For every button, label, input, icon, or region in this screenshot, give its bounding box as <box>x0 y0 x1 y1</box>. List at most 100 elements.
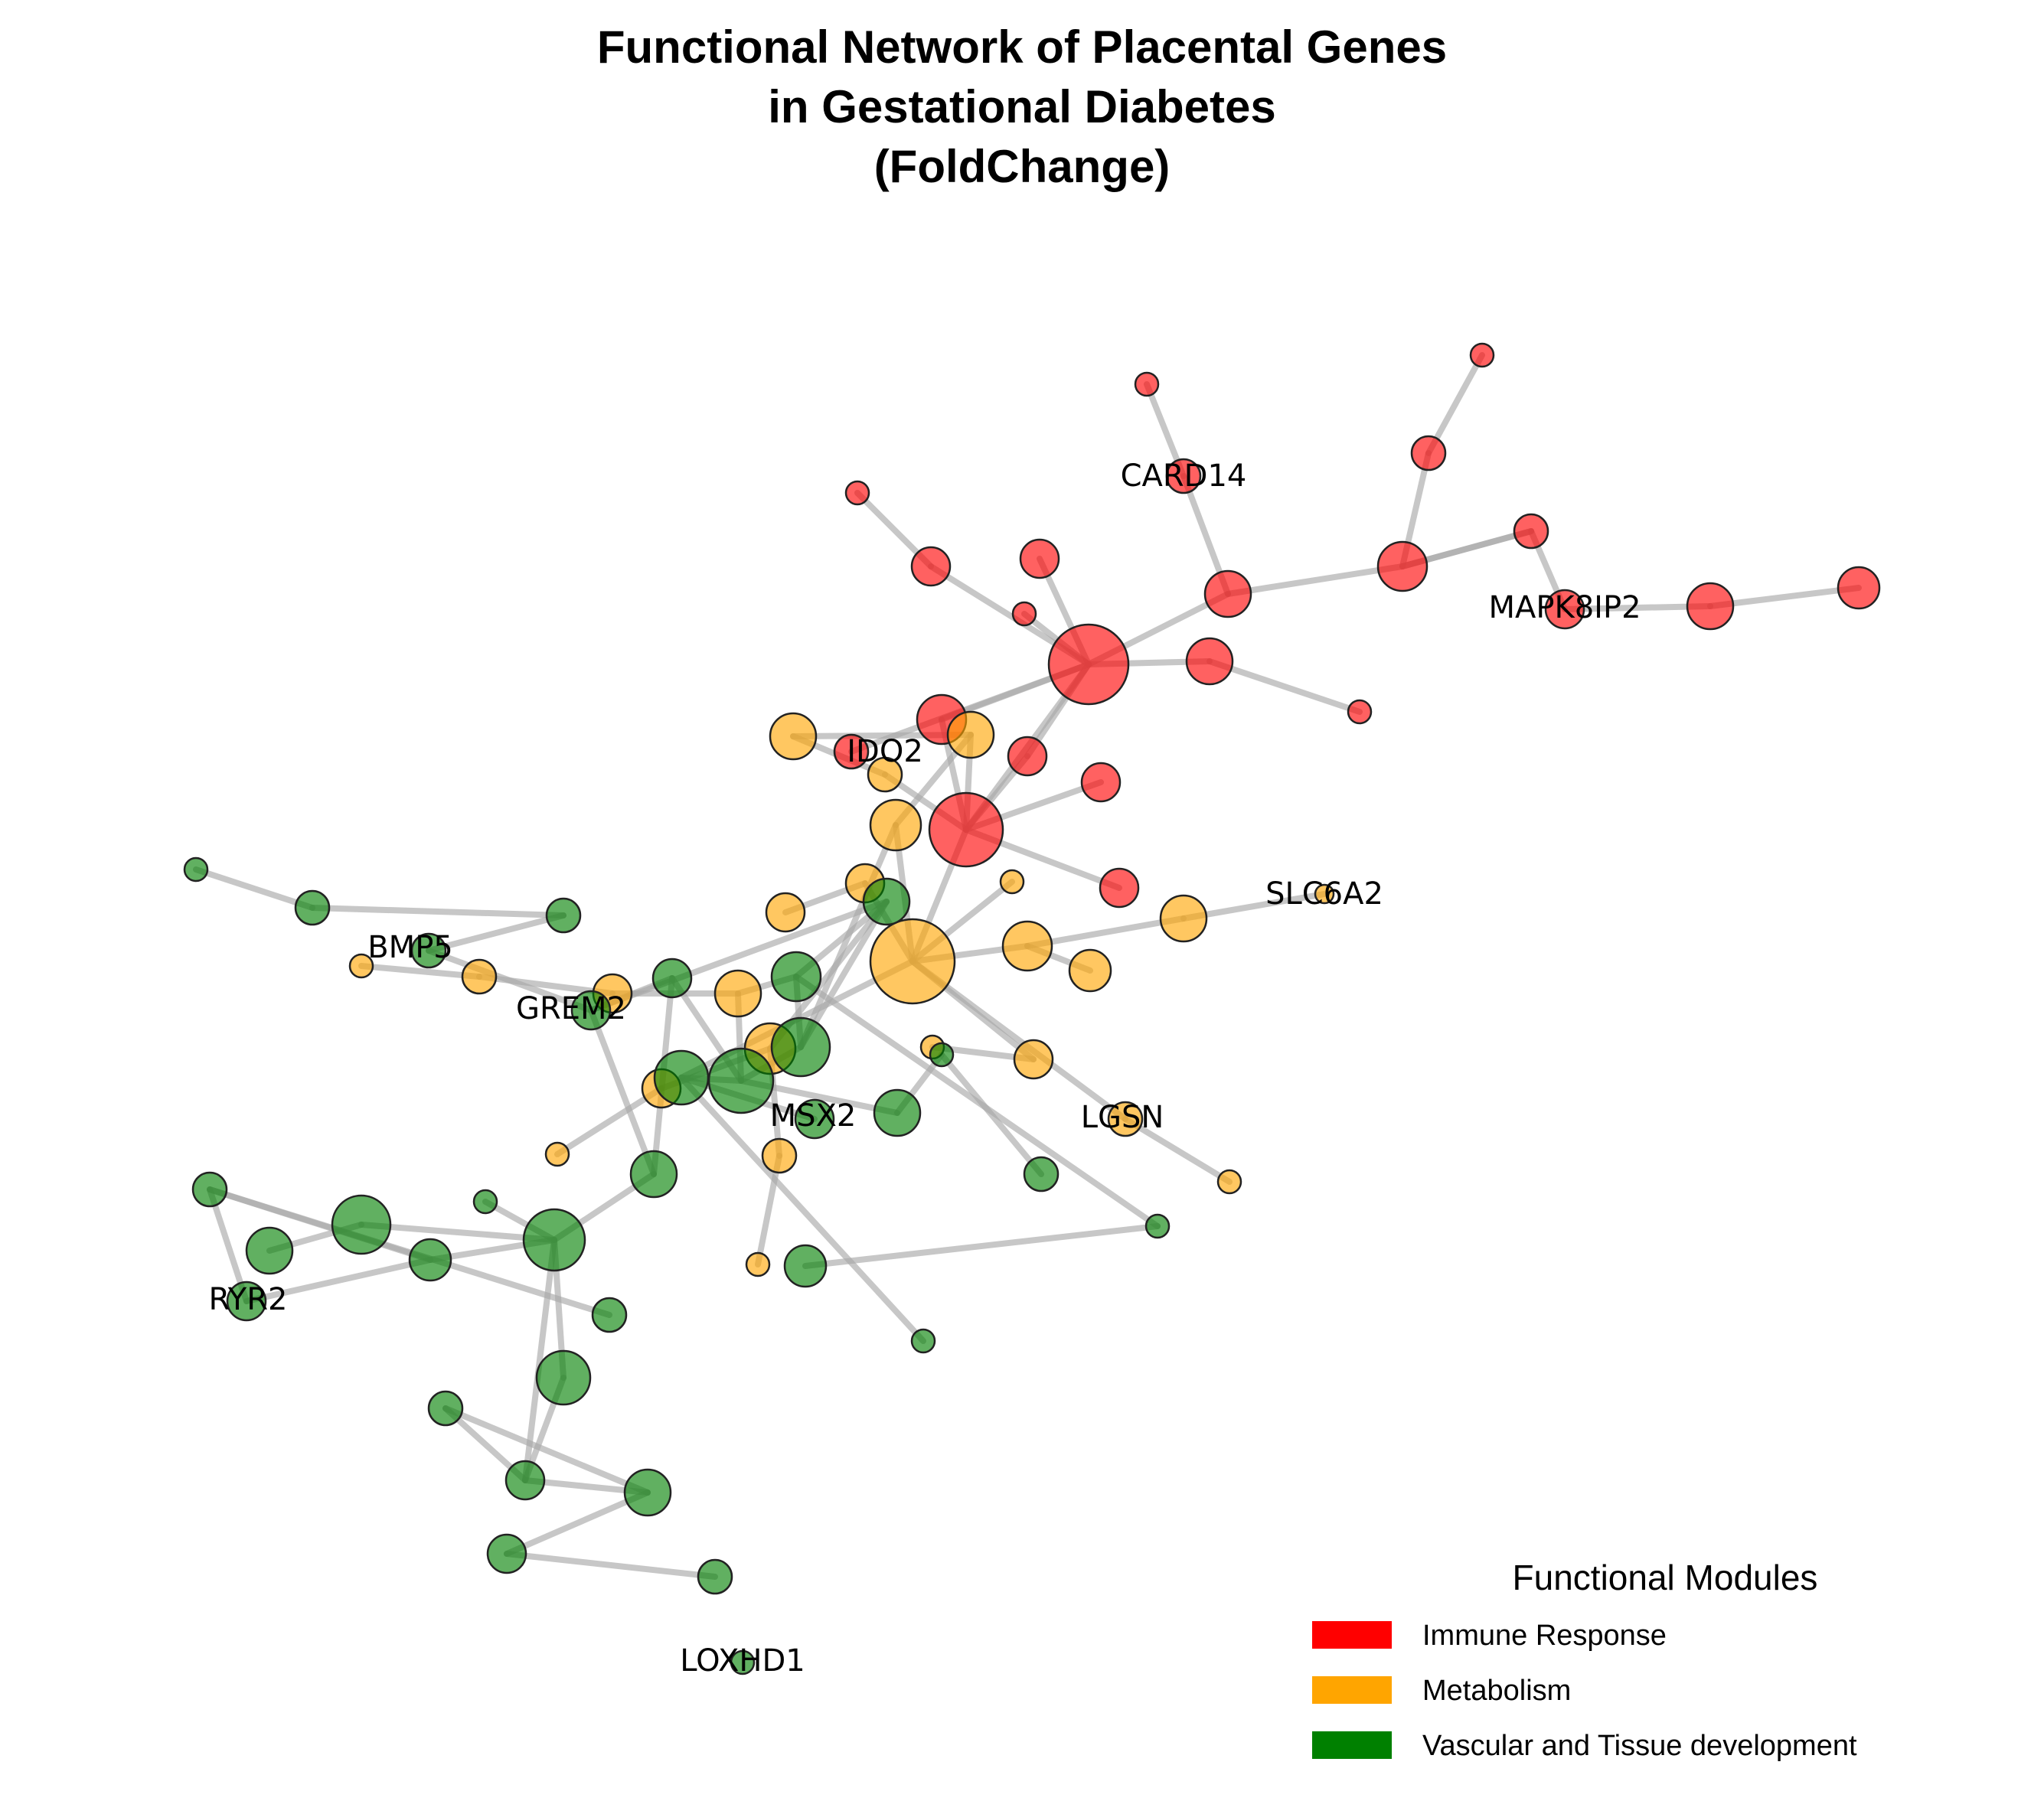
network-edge <box>755 1153 782 1268</box>
gene-node <box>570 990 612 1031</box>
gene-node <box>783 1244 828 1288</box>
gene-node <box>910 1328 936 1354</box>
gene-node <box>1544 589 1585 630</box>
gene-node <box>869 918 956 1005</box>
gene-node <box>410 932 447 969</box>
legend-swatch <box>1312 1731 1392 1759</box>
gene-node <box>1837 566 1881 610</box>
title-line-3: (FoldChange) <box>874 141 1171 192</box>
network-edge <box>793 974 1161 1229</box>
network-edge <box>1425 352 1485 456</box>
gene-node <box>629 1150 678 1199</box>
gene-node <box>1134 371 1160 397</box>
gene-node <box>1144 1213 1171 1239</box>
gene-node <box>1513 513 1549 550</box>
gene-label-loxhd1: LOXHD1 <box>680 1643 805 1679</box>
network-edge <box>193 866 315 911</box>
gene-node <box>1376 540 1429 592</box>
network-edge <box>588 1007 657 1177</box>
gene-node <box>869 798 922 852</box>
network-edge <box>426 948 594 1013</box>
gene-node <box>1068 948 1112 993</box>
gene-node <box>1216 1169 1242 1195</box>
gene-node <box>999 869 1025 895</box>
gene-node <box>761 1137 798 1174</box>
gene-label-mapk8ip2: MAPK8IP2 <box>1488 590 1641 625</box>
network-edge <box>1707 585 1862 609</box>
legend-label: Immune Response <box>1422 1620 1667 1652</box>
gene-node <box>1347 699 1373 725</box>
gene-node <box>245 1226 294 1275</box>
gene-node <box>545 897 582 934</box>
gene-node <box>651 958 693 999</box>
gene-node <box>535 1349 592 1406</box>
network-edge <box>1024 915 1187 949</box>
gene-node <box>1001 920 1053 972</box>
gene-node <box>844 480 870 506</box>
gene-node <box>1107 1101 1144 1137</box>
network-nodes <box>183 342 1881 1675</box>
network-edge <box>504 1489 651 1557</box>
legend-title: Functional Modules <box>1513 1558 1818 1597</box>
gene-label-ido2: IDO2 <box>847 734 923 769</box>
gene-node <box>427 1390 464 1427</box>
gene-node <box>1013 1039 1054 1080</box>
gene-node <box>1165 458 1202 494</box>
network-edge <box>1122 1116 1233 1185</box>
gene-node <box>191 1171 228 1208</box>
gene-label-lgsn: LGSN <box>1081 1100 1164 1135</box>
gene-node <box>408 1238 452 1282</box>
gene-node <box>946 710 995 759</box>
gene-label-ryr2: RYR2 <box>209 1282 288 1317</box>
gene-node <box>504 1460 546 1501</box>
network-edge <box>358 963 482 980</box>
gene-node <box>1314 883 1335 905</box>
gene-node <box>294 889 331 926</box>
chart-title: Functional Network of Placental Genes in… <box>597 21 1447 192</box>
gene-label-msx2: MSX2 <box>770 1098 857 1134</box>
gene-node <box>1686 582 1735 631</box>
gene-node <box>910 546 952 587</box>
gene-label-grem2: GREM2 <box>516 991 626 1026</box>
gene-node <box>770 951 822 1003</box>
gene-node <box>1410 435 1447 471</box>
gene-node <box>653 1049 710 1106</box>
gene-node <box>226 1281 267 1322</box>
legend: Functional Modules Immune Response Metabo… <box>1312 1558 1857 1762</box>
gene-node <box>862 877 911 926</box>
network-edge <box>554 1085 664 1157</box>
network-edge <box>207 1186 612 1318</box>
gene-node <box>713 969 762 1018</box>
gene-node <box>522 1208 586 1272</box>
gene-node <box>1185 637 1234 686</box>
title-line-1: Functional Network of Placental Genes <box>597 21 1447 73</box>
gene-node <box>1080 762 1122 803</box>
gene-node <box>348 953 374 979</box>
gene-node <box>1007 736 1048 777</box>
gene-node <box>1203 569 1252 618</box>
network-edge <box>588 899 890 1013</box>
network-edge <box>243 1257 433 1304</box>
gene-node <box>183 856 209 883</box>
gene-label-bmp5: BMP5 <box>367 930 453 965</box>
network-edge <box>358 1222 557 1243</box>
gene-node <box>1159 894 1208 943</box>
legend-label: Metabolism <box>1422 1675 1571 1707</box>
gene-node <box>544 1141 570 1167</box>
network-edge <box>504 1551 718 1580</box>
network-edge <box>442 1405 651 1496</box>
gene-node <box>794 1098 835 1140</box>
gene-node <box>623 1468 672 1517</box>
network-edge <box>678 1075 926 1344</box>
gene-node <box>745 1251 771 1277</box>
gene-node <box>1011 601 1037 627</box>
legend-swatch <box>1312 1621 1392 1649</box>
gene-node <box>1099 867 1140 909</box>
gene-label-slc6a2: SLC6A2 <box>1265 876 1383 912</box>
gene-node <box>770 1016 831 1078</box>
gene-node <box>1047 623 1130 706</box>
gene-node <box>461 958 498 995</box>
network-edge <box>426 912 567 954</box>
network-edge <box>1206 658 1363 715</box>
